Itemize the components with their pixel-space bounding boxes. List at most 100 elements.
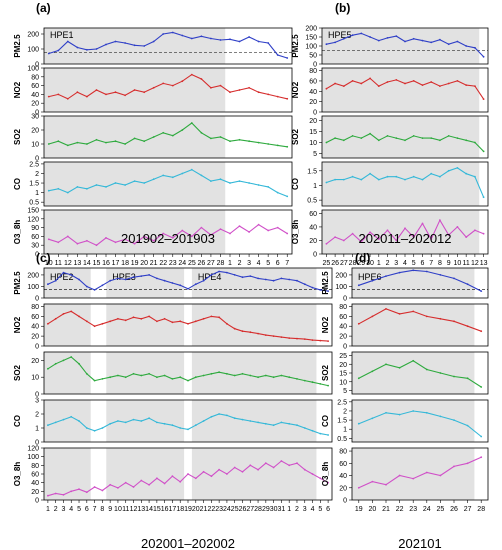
y-tick-label: 40 [339,324,347,331]
data-point [357,284,360,287]
data-point [105,237,107,239]
y-axis-label: O3_8h [13,462,22,487]
data-point [95,138,98,141]
data-point [395,239,398,242]
data-point [327,434,329,436]
data-point [412,269,415,272]
data-point [117,487,119,489]
data-point [334,41,336,44]
y-axis-label: SO2 [13,128,22,145]
episode-band [44,162,226,206]
plot-frame [43,267,333,299]
episode-band [106,448,185,500]
y-tick-label: 0 [343,344,347,351]
data-point [148,274,151,276]
data-point [439,415,442,418]
x-tick-label: 12 [471,260,479,267]
data-point [334,82,336,85]
plot-frame [351,399,489,443]
y-axis-label: CO [13,178,22,190]
y-tick-label: 80 [309,68,317,75]
episode-band [44,400,91,442]
data-point [132,418,135,421]
data-point [325,141,328,144]
data-point [194,283,197,286]
y-tick-label: 0 [313,62,317,69]
plot-frame [351,447,489,501]
data-point [439,317,442,320]
y-tick-label: 100 [27,284,39,291]
data-point [480,456,483,459]
data-point [241,276,244,279]
data-point [276,144,279,147]
data-point [465,84,468,86]
data-point [229,232,231,235]
y-tick-label: 90 [31,225,39,232]
data-point [194,477,197,480]
data-point [386,229,389,232]
data-point [194,424,197,427]
episode-band [322,210,480,254]
data-point [327,340,329,342]
x-tick-label: 3 [62,506,66,513]
data-point [148,315,151,318]
data-point [162,82,165,85]
data-point [62,271,65,274]
data-point [412,80,415,82]
data-point [179,427,182,429]
y-tick-label: 60 [309,78,317,85]
y-tick-label: 150 [305,35,317,42]
data-point [303,283,306,286]
y-tick-label: 60 [339,461,347,468]
plot-frame [321,67,489,113]
data-point [200,35,203,38]
data-point [132,372,135,375]
data-point [210,475,213,478]
x-tick-label: 16 [161,506,169,513]
data-point [238,138,241,141]
y-tick-label: 60 [309,211,317,218]
data-point [218,316,221,319]
x-tick-label: 4 [403,260,407,267]
x-tick-label: 14 [145,506,153,513]
y-axis-label: CO [13,415,22,427]
y-tick-label: 0 [35,498,39,505]
data-point [425,368,428,371]
data-point [286,232,289,235]
panel-label: (b) [335,1,350,15]
data-point [351,175,354,178]
data-point [190,122,193,124]
data-point [439,85,441,87]
data-point [54,279,57,282]
y-axis-label: SO2 [321,364,330,381]
x-tick-label: 5 [318,506,322,513]
episode-band [44,116,226,158]
y-tick-label: 1.5 [337,418,347,425]
data-point [311,381,314,384]
plot-frame [43,67,293,113]
y-tick-label: 0.5 [307,198,317,205]
data-point [226,322,228,325]
series-line [358,456,482,489]
data-point [233,374,236,377]
y-tick-label: 20 [31,101,39,108]
data-point [351,135,354,137]
period-label: 202001–202002 [141,536,235,550]
x-tick-label: 9 [108,506,112,513]
data-point [133,44,136,47]
data-point [85,320,88,323]
y-tick-label: 1 [35,190,39,197]
data-point [218,468,221,471]
data-point [369,231,371,234]
y-tick-label: 0 [343,498,347,505]
data-point [171,237,174,239]
x-tick-label: 8 [438,260,442,267]
x-tick-label: 2 [386,260,390,267]
data-point [248,140,251,143]
episode-band [106,352,185,394]
y-tick-label: 20 [31,128,39,135]
data-point [133,137,136,140]
data-point [377,85,380,87]
panel-d: HPE60100200PM2.5020406080NO2510152025SO2… [321,251,489,550]
